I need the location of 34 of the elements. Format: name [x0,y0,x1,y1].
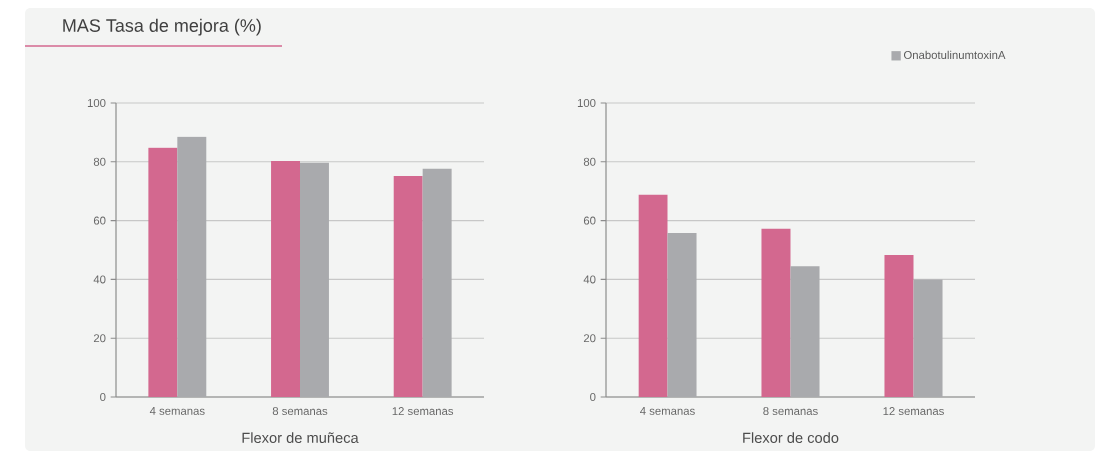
bar [761,228,791,397]
x-tick-label: 8 semanas [763,407,818,416]
bar [667,232,697,397]
y-tick-label: 80 [93,157,106,166]
x-tick-label: 12 semanas [392,407,454,416]
bar [300,162,329,397]
x-axis-title: Flexor de muñeca [242,432,359,443]
y-tick-label: 40 [93,275,106,284]
bar [422,168,452,397]
y-tick-label: 0 [590,393,596,402]
bar [177,136,207,397]
y-tick-label: 0 [100,393,106,402]
bar [393,175,423,397]
y-tick-label: 100 [87,99,106,108]
bar [148,147,178,397]
x-tick-label: 4 semanas [640,407,695,415]
legend-label: OnabotulinumtoxinA [903,50,1006,60]
x-tick-label: 4 semanas [149,407,205,415]
bar [271,160,300,397]
bar [790,266,820,397]
bar [884,255,914,397]
y-tick-label: 60 [93,216,106,225]
y-tick-label: 40 [583,275,596,284]
x-tick-label: 12 semanas [883,407,944,416]
chart-title: MAS Tasa de mejora (%) [63,18,261,36]
x-axis-title: Flexor de codo [743,432,839,443]
y-tick-label: 20 [583,334,596,343]
y-tick-label: 100 [577,99,596,108]
bar [913,279,943,397]
y-tick-label: 80 [583,157,596,166]
y-tick-label: 20 [93,334,106,343]
x-tick-label: 8 semanas [272,407,328,416]
bar [638,194,668,397]
y-tick-label: 60 [583,216,596,225]
